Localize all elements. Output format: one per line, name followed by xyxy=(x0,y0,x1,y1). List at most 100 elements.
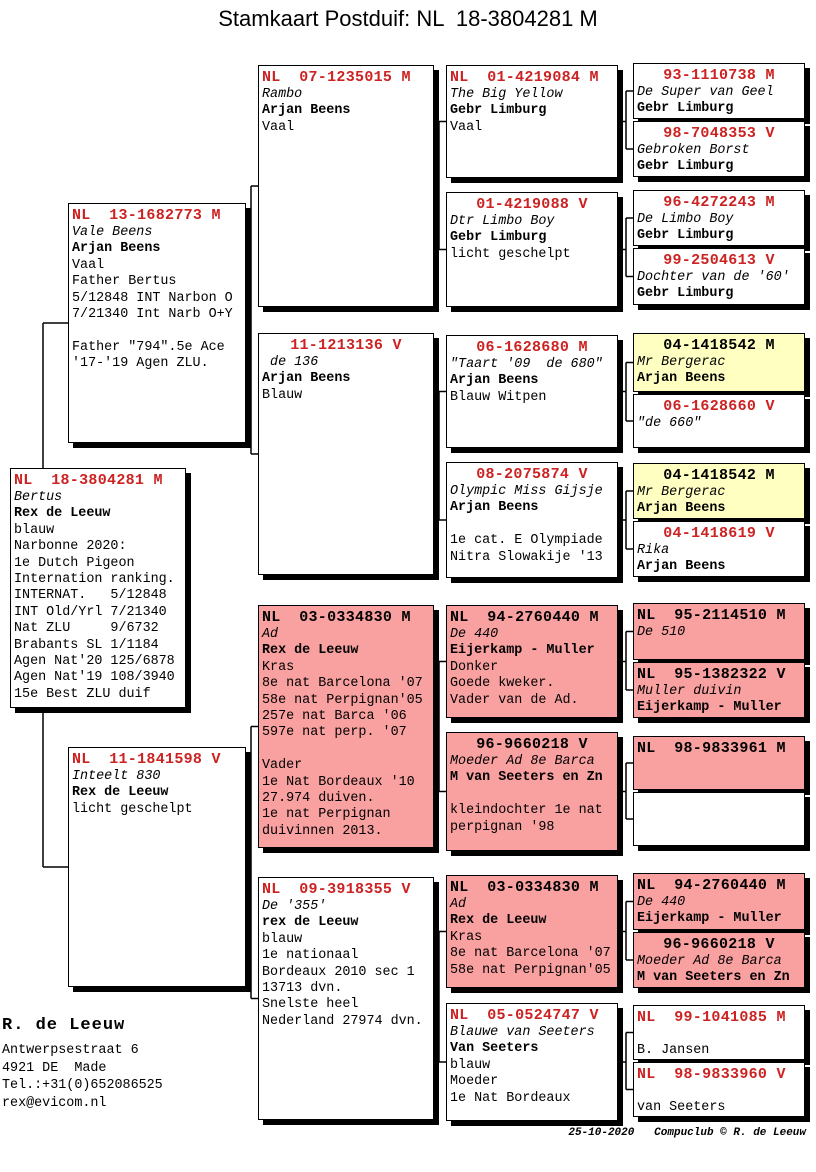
pedigree-box-g5b: 98-7048353 V Gebroken Borst Gebr Limburg xyxy=(633,121,805,177)
box-text-line: Vader van de Ad. xyxy=(450,692,579,708)
box-text-line: De Super van Geel xyxy=(637,85,774,100)
ring-number: 06-1628660 V xyxy=(663,398,775,415)
box-text-line: 8e nat Barcelona '07 xyxy=(450,946,611,962)
box-text-line: Narbonne 2020: xyxy=(14,539,127,555)
page-title: Stamkaart Postduif: NL 18-3804281 M xyxy=(218,6,598,31)
box-text-line: INT Old/Yrl 7/21340 xyxy=(14,604,167,620)
box-text-line: Rex de Leeuw xyxy=(262,643,359,659)
pedigree-box-g2a: NL 13-1682773 M Vale Beens Arjan Beens Vaal… xyxy=(68,203,246,443)
box-text-line: Brabants SL 1/1184 xyxy=(14,637,159,653)
pedigree-box-g5l xyxy=(633,792,805,846)
ring-number: 96-9660218 V xyxy=(663,936,775,953)
box-text-line: Bordeaux 2010 sec 1 xyxy=(262,964,415,980)
box-text-line: Gebr Limburg xyxy=(637,286,734,302)
pedigree-box-g3b: 11-1213136 V de 136 Arjan Beens Blauw xyxy=(258,333,434,575)
ring-number: 06-1628680 M xyxy=(476,339,588,356)
box-text-line: Arjan Beens xyxy=(450,373,539,389)
pedigree-box-g1: NL 18-3804281 M Bertus Rex de Leeuw blauw Na… xyxy=(10,468,186,708)
box-text-line: Father "794".5e Ace xyxy=(72,339,225,355)
box-text-line: Nederland 27974 dvn. xyxy=(262,1013,423,1029)
box-text-line: Arjan Beens xyxy=(637,371,726,387)
ring-number: NL 01-4219084 M xyxy=(450,69,599,86)
ring-number: NL 07-1235015 M xyxy=(262,69,411,86)
box-text-line: Blauw Witpen xyxy=(450,389,547,405)
ring-number: 98-7048353 V xyxy=(663,125,775,142)
pedigree-box-g4d: 08-2075874 V Olympic Miss Gijsje Arjan Bee… xyxy=(446,462,618,578)
box-text-line: Mr Bergerac xyxy=(637,355,726,370)
box-text-line: licht geschelpt xyxy=(450,246,571,262)
box-text-line xyxy=(450,787,614,803)
box-text-line: Rambo xyxy=(262,87,303,102)
box-text-line xyxy=(637,1084,801,1100)
pedigree-box-g5n: 96-9660218 V Moeder Ad 8e Barca M van Seet… xyxy=(633,932,805,988)
box-text-line: Ad xyxy=(450,897,467,912)
box-text-line xyxy=(450,517,614,533)
box-text-line: van Seeters xyxy=(637,1100,726,1116)
box-text-line: Inteelt 830 xyxy=(72,769,161,784)
box-text-line: 1e Dutch Pigeon xyxy=(14,555,135,571)
box-text-line: Nitra Slowakije '13 xyxy=(450,549,603,565)
box-text-line: De '355' xyxy=(262,899,327,914)
box-text-line: Internation ranking. xyxy=(14,572,175,588)
ring-number: 11-1213136 V xyxy=(290,337,402,354)
box-text-line: 15e Best ZLU duif xyxy=(14,686,151,702)
box-text-line: Moeder xyxy=(450,1074,499,1090)
pedigree-box-g3a: NL 07-1235015 M Rambo Arjan Beens Vaal xyxy=(258,65,434,307)
box-text-line: Mr Bergerac xyxy=(637,485,726,500)
box-text-line: licht geschelpt xyxy=(72,801,193,817)
box-text-line: Agen Nat'19 108/3940 xyxy=(14,670,175,686)
box-text-line: B. Jansen xyxy=(637,1043,710,1059)
pedigree-box-g5a: 93-1110738 M De Super van Geel Gebr Limbur… xyxy=(633,63,805,119)
box-text-line: '17-'19 Agen ZLU. xyxy=(72,356,209,372)
box-text-line: Rex de Leeuw xyxy=(72,785,169,801)
pedigree-box-g5c: 96-4272243 M De Limbo Boy Gebr Limburg xyxy=(633,190,805,246)
box-text-line: "de 660" xyxy=(637,416,702,431)
box-text-line: de 136 xyxy=(262,355,319,370)
box-text-line: Blauwe van Seeters xyxy=(450,1025,595,1040)
box-text-line: Arjan Beens xyxy=(450,500,539,516)
ring-number: NL 18-3804281 M xyxy=(14,472,163,489)
box-text-line: Vaal xyxy=(72,257,105,273)
box-text-line: Eijerkamp - Muller xyxy=(637,700,782,716)
box-text-line: 7/21340 Int Narb O+Y xyxy=(72,307,233,323)
box-text-line: 58e nat Perpignan'05 xyxy=(262,692,423,708)
box-text-line: Arjan Beens xyxy=(637,559,726,575)
box-text-line: 1e Nat Bordeaux '10 xyxy=(262,774,415,790)
pedigree-box-g5i: NL 95-2114510 M De 510 xyxy=(633,603,805,660)
ring-number: NL 09-3918355 V xyxy=(262,881,411,898)
box-text-line: blauw xyxy=(262,931,303,947)
pedigree-box-g3d: NL 09-3918355 V De '355' rex de Leeuw blauw… xyxy=(258,877,434,1120)
box-text-line: Nat ZLU 9/6732 xyxy=(14,621,159,637)
box-text-line: Father Bertus xyxy=(72,274,177,290)
box-text-line: De 440 xyxy=(637,895,686,910)
box-text-line: Olympic Miss Gijsje xyxy=(450,484,603,499)
box-text-line: Gebr Limburg xyxy=(450,103,547,119)
box-text-line: Kras xyxy=(450,929,483,945)
owner-name: R. de Leeuw xyxy=(2,1016,126,1035)
box-text-line: Kras xyxy=(262,659,295,675)
pedigree-box-g5d: 99-2504613 V Dochter van de '60' Gebr Limb… xyxy=(633,248,805,305)
pedigree-box-g5p: NL 98-9833960 V van Seeters xyxy=(633,1062,805,1117)
ring-number: NL 95-1382322 V xyxy=(637,666,786,683)
box-text-line: M van Seeters en Zn xyxy=(637,970,790,986)
box-text-line: Eijerkamp - Muller xyxy=(637,911,782,927)
pedigree-box-g5j: NL 95-1382322 V Muller duivin Eijerkamp - … xyxy=(633,662,805,718)
box-text-line: 1e Nat Bordeaux xyxy=(450,1090,571,1106)
owner-contact: R. de Leeuw Antwerpsestraat 6 4921 DE Ma… xyxy=(2,1016,163,1112)
owner-phone: Tel.:+31(0)652086525 xyxy=(2,1078,163,1093)
pedigree-box-g5k: NL 98-9833961 M xyxy=(633,736,805,790)
owner-address-line1: Antwerpsestraat 6 xyxy=(2,1043,139,1058)
box-text-line: Vale Beens xyxy=(72,225,153,240)
box-text-line: Gebroken Borst xyxy=(637,143,750,158)
box-text-line: 27.974 duiven. xyxy=(262,791,375,807)
box-text-line: Dochter van de '60' xyxy=(637,270,790,285)
ring-number: NL 99-1041085 M xyxy=(637,1009,786,1026)
box-text-line: Blauw xyxy=(262,387,303,403)
box-text-line: Moeder Ad 8e Barca xyxy=(450,754,595,769)
pedigree-box-g4g: NL 03-0334830 M Ad Rex de Leeuw Kras 8e nat … xyxy=(446,875,618,988)
box-text-line: Bertus xyxy=(14,490,63,505)
pedigree-box-g3c: NL 03-0334830 M Ad Rex de Leeuw Kras 8e nat … xyxy=(258,605,434,848)
box-text-line: Eijerkamp - Muller xyxy=(450,643,595,659)
box-text-line: duivinnen 2013. xyxy=(262,823,383,839)
